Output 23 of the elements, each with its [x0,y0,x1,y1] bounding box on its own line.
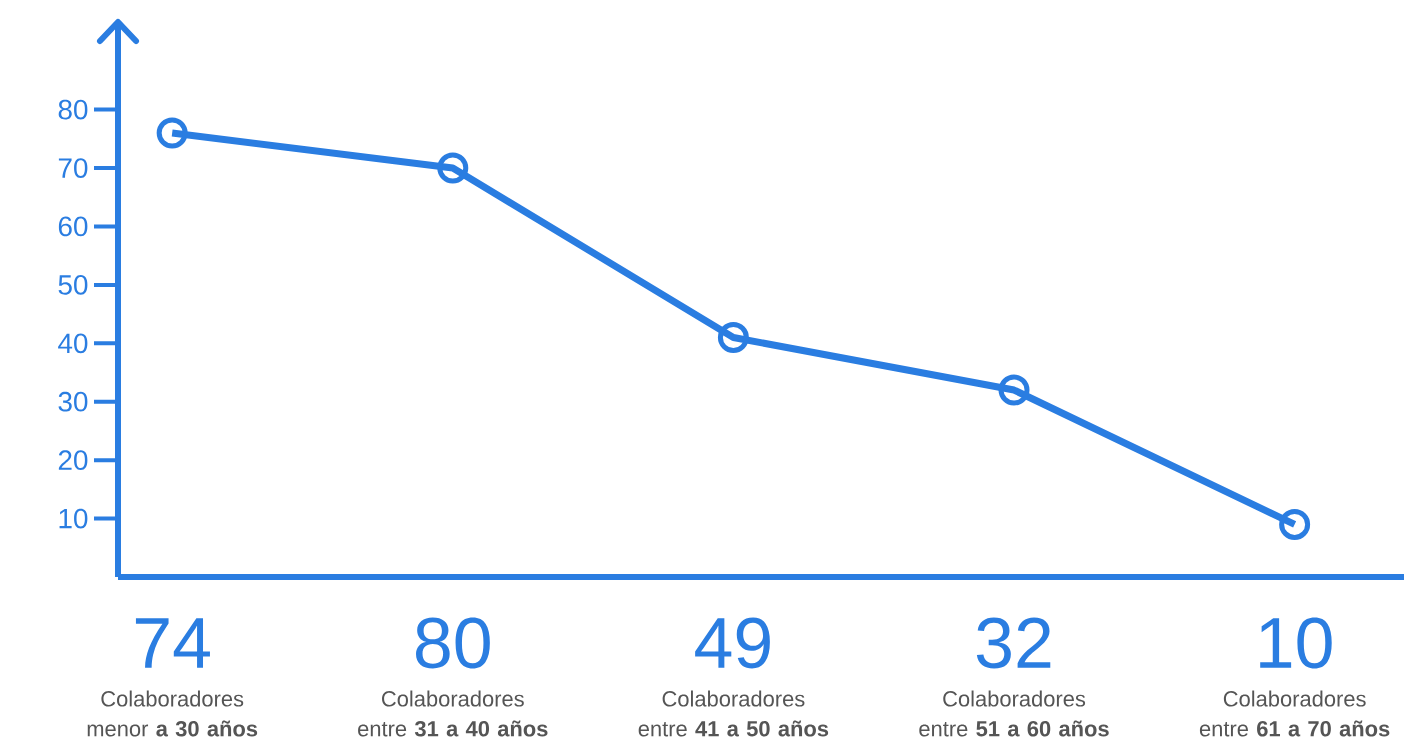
y-tick-label: 40 [58,333,88,354]
text: 49 [695,617,770,669]
point [156,117,188,149]
point [998,374,1030,406]
x-tick-label: Colaboradores menor a 30 años [87,690,258,737]
point [1279,508,1311,540]
point [437,152,469,184]
y-tick-label: 70 [58,158,88,178]
y-tick-label: 50 [58,275,88,295]
y-tick-label: 20 [58,450,88,471]
text: 74 [135,618,210,668]
x-tick-label: Colaboradores entre 61 a 70 años [1199,690,1390,737]
y-tick-label: 10 [59,508,88,529]
x-tick-label: Colaboradores entre 51 a 60 años [919,690,1109,737]
point [717,321,749,353]
y-tick-label: 80 [58,99,88,120]
text: 10 [1260,617,1332,669]
text: 32 [976,617,1051,669]
x-tick-label: Colaboradores entre 41 a 50 años [638,690,829,737]
x-tick-label: Colaboradores entre 31 a 40 años [358,690,548,737]
y-tick-label: 30 [58,391,88,412]
y-tick-label: 60 [58,216,88,237]
text: 80 [416,617,490,669]
